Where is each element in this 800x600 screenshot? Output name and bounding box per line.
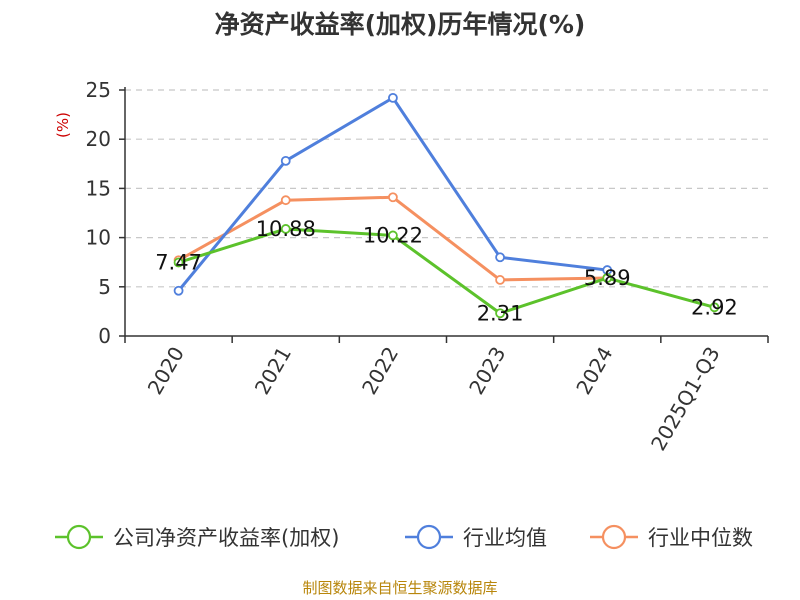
- y-tick-label: 25: [86, 78, 111, 102]
- legend-label: 行业均值: [463, 526, 547, 550]
- y-tick-labels: 0 5 10 15 20 25: [86, 78, 111, 348]
- y-tick-label: 10: [86, 226, 111, 250]
- data-label: 10.22: [363, 223, 423, 247]
- grid-lines: [125, 89, 768, 288]
- data-point: [280, 155, 291, 166]
- legend-label: 行业中位数: [648, 526, 753, 550]
- data-point: [388, 92, 398, 103]
- data-point: [280, 224, 291, 234]
- data-point: [388, 192, 398, 203]
- data-point: [495, 252, 505, 263]
- y-tick-label: 5: [98, 275, 111, 299]
- data-point: [602, 273, 613, 283]
- data-labels: 7.47 10.88 10.22 2.31 5.89 2.92: [155, 217, 738, 325]
- data-point: [280, 195, 291, 206]
- data-point: [709, 302, 720, 313]
- data-point: [173, 285, 184, 296]
- legend-marker: [601, 524, 627, 550]
- y-tick-label: 0: [98, 324, 111, 348]
- x-tick-label: 2024: [571, 343, 617, 399]
- x-tick-label: 2020: [143, 343, 189, 399]
- data-label: 2.31: [477, 301, 524, 325]
- series-lines: [173, 92, 720, 319]
- y-tick-label: 15: [86, 176, 111, 200]
- x-tick-label: 2021: [250, 343, 296, 399]
- axes: [119, 87, 769, 343]
- legend-marker: [66, 524, 92, 550]
- x-tick-label: 2022: [357, 343, 403, 399]
- legend: 公司净资产收益率(加权) 行业均值 行业中位数: [55, 524, 753, 550]
- data-point: [388, 230, 398, 241]
- data-point: [173, 257, 184, 268]
- data-label: 10.88: [256, 217, 316, 241]
- chart-title: 净资产收益率(加权)历年情况(%): [215, 10, 586, 39]
- data-label: 7.47: [155, 250, 202, 274]
- series-line: [178, 227, 715, 315]
- legend-marker: [416, 524, 442, 550]
- y-tick-label: 20: [86, 127, 111, 151]
- data-label: 2.92: [691, 295, 738, 319]
- data-label: 5.89: [584, 266, 631, 290]
- x-tick-labels: 2020 2021 2022 2023 2024 2025Q1-Q3: [143, 343, 725, 455]
- y-axis-label: (%): [54, 112, 72, 138]
- data-point: [495, 275, 505, 285]
- data-point: [495, 308, 505, 319]
- legend-label: 公司净资产收益率(加权): [113, 526, 339, 550]
- x-tick-label: 2023: [464, 343, 510, 399]
- source-note: 制图数据来自恒生聚源数据库: [302, 579, 497, 597]
- x-tick-label: 2025Q1-Q3: [646, 343, 725, 455]
